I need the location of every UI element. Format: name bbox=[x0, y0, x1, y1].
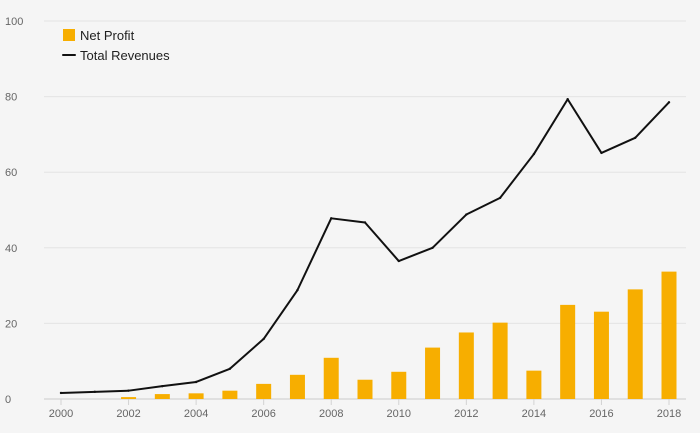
y-axis: 0 20 40 60 80 100 bbox=[5, 16, 23, 406]
line-point-total-revenues-2016 bbox=[600, 151, 603, 155]
x-tick-label-2002: 2002 bbox=[116, 408, 140, 420]
bar-net-profit-2006 bbox=[256, 383, 272, 399]
line-point-total-revenues-2003 bbox=[161, 384, 164, 388]
bar-net-profit-2013 bbox=[492, 322, 508, 399]
bar-net-profit-2007 bbox=[289, 374, 305, 399]
bar-net-profit-2015 bbox=[560, 304, 576, 399]
line-point-total-revenues-2005 bbox=[228, 367, 232, 370]
x-tick-label-2004: 2004 bbox=[184, 408, 208, 420]
legend-swatch-net-profit bbox=[63, 29, 75, 41]
x-tick-label-2010: 2010 bbox=[387, 408, 411, 420]
bar-net-profit-2017 bbox=[627, 289, 643, 399]
y-tick-label-80: 80 bbox=[5, 92, 17, 104]
line-point-total-revenues-2001 bbox=[93, 390, 96, 394]
line-point-total-revenues-2010 bbox=[397, 259, 400, 263]
bar-net-profit-2018 bbox=[661, 271, 677, 399]
bar-net-profit-2008 bbox=[323, 357, 339, 399]
legend: Net Profit Total Revenues bbox=[62, 28, 170, 63]
bar-net-profit-2002 bbox=[121, 397, 137, 399]
bar-net-profit-2009 bbox=[357, 379, 373, 399]
line-point-total-revenues-2012 bbox=[465, 213, 468, 216]
bar-net-profit-2003 bbox=[154, 394, 170, 399]
bar-series bbox=[121, 271, 677, 399]
y-tick-label-60: 60 bbox=[5, 167, 17, 179]
line-point-total-revenues-2015 bbox=[566, 98, 569, 101]
x-tick-label-2012: 2012 bbox=[454, 408, 478, 420]
line-point-total-revenues-2009 bbox=[363, 221, 367, 224]
line-point-total-revenues-2002 bbox=[127, 389, 130, 392]
bar-net-profit-2011 bbox=[425, 347, 441, 399]
bar-net-profit-2014 bbox=[526, 370, 542, 399]
line-point-total-revenues-2004 bbox=[194, 380, 198, 384]
y-tick-label-20: 20 bbox=[5, 318, 17, 330]
y-tick-label-0: 0 bbox=[5, 394, 11, 406]
x-tick-label-2006: 2006 bbox=[251, 408, 275, 420]
x-tick-label-2016: 2016 bbox=[589, 408, 613, 420]
y-tick-label-100: 100 bbox=[5, 16, 23, 28]
line-point-total-revenues-2017 bbox=[634, 136, 637, 140]
line-series bbox=[59, 98, 671, 395]
x-tick-label-2008: 2008 bbox=[319, 408, 343, 420]
line-point-total-revenues-2011 bbox=[431, 246, 434, 249]
legend-label-net-profit: Net Profit bbox=[80, 28, 135, 43]
bar-net-profit-2010 bbox=[391, 371, 407, 399]
legend-label-total-revenues: Total Revenues bbox=[80, 48, 170, 63]
line-point-total-revenues-2007 bbox=[296, 288, 299, 292]
bar-net-profit-2005 bbox=[222, 390, 238, 399]
line-point-total-revenues-2014 bbox=[532, 152, 536, 156]
line-point-total-revenues-2013 bbox=[498, 196, 502, 200]
bar-net-profit-2016 bbox=[593, 311, 609, 399]
bar-net-profit-2012 bbox=[458, 332, 474, 399]
line-point-total-revenues-2000 bbox=[59, 391, 63, 395]
x-tick-label-2014: 2014 bbox=[522, 408, 546, 420]
y-tick-label-40: 40 bbox=[5, 243, 17, 255]
x-tick-label-2018: 2018 bbox=[657, 408, 681, 420]
line-point-total-revenues-2018 bbox=[667, 101, 671, 104]
bar-net-profit-2004 bbox=[188, 393, 204, 399]
line-point-total-revenues-2006 bbox=[262, 337, 265, 341]
line-point-total-revenues-2008 bbox=[330, 217, 333, 220]
x-tick-label-2000: 2000 bbox=[49, 408, 73, 420]
